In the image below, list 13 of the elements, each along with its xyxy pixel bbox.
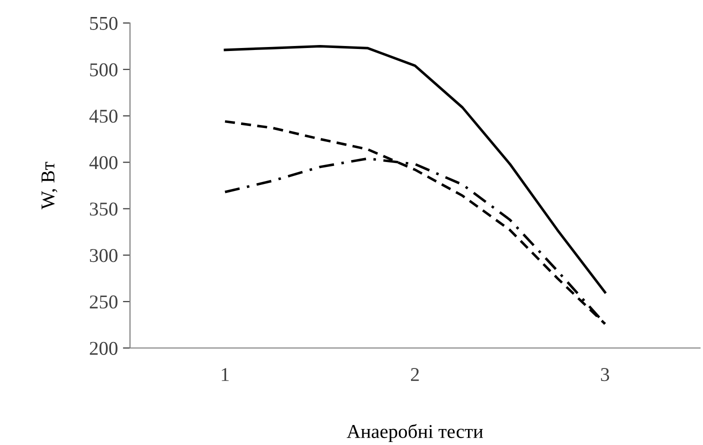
y-axis-title: W, Вт bbox=[42, 162, 58, 210]
y-tick-label: 350 bbox=[90, 202, 118, 216]
y-tick-label: 450 bbox=[89, 110, 118, 123]
y-tick-label: 300 bbox=[90, 248, 118, 262]
y-tick-label: 400 bbox=[89, 156, 118, 170]
y-tick-label: 250 bbox=[90, 295, 118, 309]
x-axis-title: Анаеробні тести bbox=[346, 424, 483, 442]
y-tick-label: 200 bbox=[90, 342, 118, 355]
x-tick-label: 2 bbox=[410, 368, 419, 381]
x-tick-label: 3 bbox=[601, 368, 610, 382]
x-tick-label: 1 bbox=[222, 368, 229, 381]
y-tick-label: 500 bbox=[90, 63, 118, 76]
y-tick-label: 550 bbox=[90, 16, 118, 30]
